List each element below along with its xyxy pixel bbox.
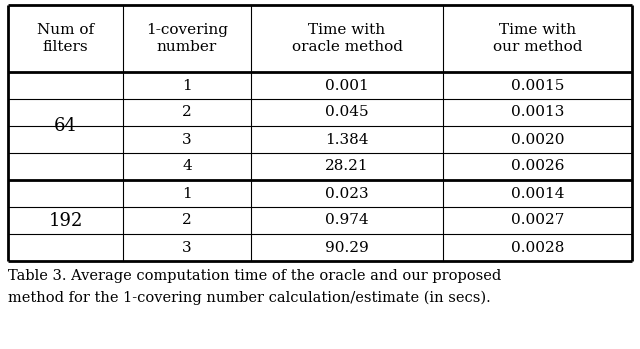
Text: 0.045: 0.045 [325,105,369,119]
Text: 3: 3 [182,133,192,147]
Text: 2: 2 [182,214,192,228]
Text: 0.0013: 0.0013 [511,105,564,119]
Text: 192: 192 [48,211,83,230]
Text: 1: 1 [182,186,192,200]
Text: 0.0020: 0.0020 [511,133,564,147]
Text: 90.29: 90.29 [325,240,369,254]
Text: 0.0026: 0.0026 [511,159,564,173]
Text: 0.0014: 0.0014 [511,186,564,200]
Text: 0.001: 0.001 [325,79,369,92]
Text: Table 3. Average computation time of the oracle and our proposed: Table 3. Average computation time of the… [8,269,501,283]
Text: 3: 3 [182,240,192,254]
Text: method for the 1-covering number calculation/estimate (in secs).: method for the 1-covering number calcula… [8,291,491,305]
Text: 4: 4 [182,159,192,173]
Text: 1: 1 [182,79,192,92]
Text: 0.023: 0.023 [325,186,369,200]
Text: 0.0028: 0.0028 [511,240,564,254]
Text: 28.21: 28.21 [325,159,369,173]
Text: 64: 64 [54,117,77,135]
Text: 2: 2 [182,105,192,119]
Text: 0.0027: 0.0027 [511,214,564,228]
Text: 1-covering
number: 1-covering number [146,23,228,54]
Text: 0.974: 0.974 [325,214,369,228]
Text: 1.384: 1.384 [325,133,369,147]
Text: Time with
our method: Time with our method [493,23,582,54]
Text: Time with
oracle method: Time with oracle method [291,23,403,54]
Text: Num of
filters: Num of filters [37,23,94,54]
Text: 0.0015: 0.0015 [511,79,564,92]
